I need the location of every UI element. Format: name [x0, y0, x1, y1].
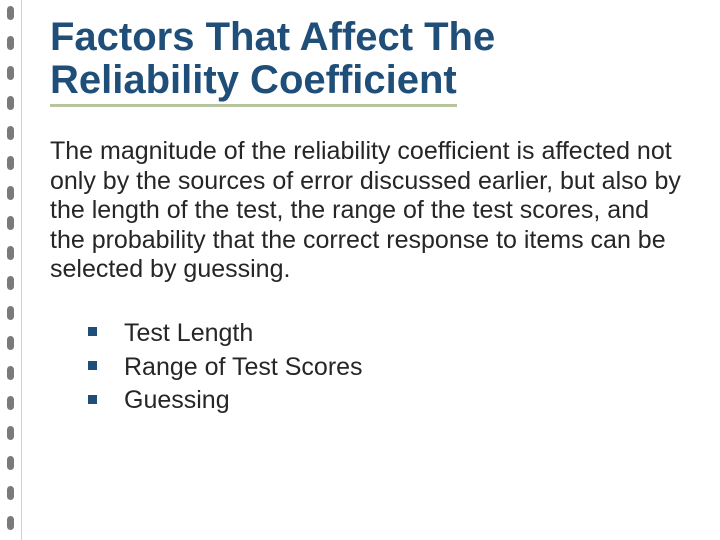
notebook-hole	[7, 96, 14, 110]
notebook-hole	[7, 276, 14, 290]
bullet-list: Test Length Range of Test Scores Guessing	[50, 317, 690, 418]
notebook-spiral-edge	[0, 0, 22, 540]
bullet-label: Range of Test Scores	[124, 353, 363, 381]
notebook-hole	[7, 516, 14, 530]
bullet-item: Range of Test Scores	[88, 351, 690, 385]
slide-title: Factors That Affect TheReliability Coeff…	[50, 16, 690, 107]
square-bullet-icon	[88, 327, 97, 336]
square-bullet-icon	[88, 395, 97, 404]
notebook-hole	[7, 156, 14, 170]
body-paragraph: The magnitude of the reliability coeffic…	[50, 137, 690, 285]
notebook-hole	[7, 66, 14, 80]
notebook-hole	[7, 396, 14, 410]
notebook-hole	[7, 186, 14, 200]
notebook-hole	[7, 486, 14, 500]
square-bullet-icon	[88, 361, 97, 370]
notebook-hole	[7, 216, 14, 230]
notebook-hole	[7, 426, 14, 440]
notebook-hole	[7, 246, 14, 260]
notebook-hole	[7, 366, 14, 380]
notebook-hole	[7, 456, 14, 470]
title-line: Reliability Coefficient	[50, 59, 457, 107]
notebook-hole	[7, 36, 14, 50]
slide-content: Factors That Affect TheReliability Coeff…	[50, 16, 690, 418]
notebook-hole	[7, 6, 14, 20]
bullet-item: Test Length	[88, 317, 690, 351]
notebook-hole	[7, 336, 14, 350]
bullet-label: Guessing	[124, 386, 230, 414]
bullet-item: Guessing	[88, 384, 690, 418]
notebook-hole	[7, 306, 14, 320]
notebook-hole	[7, 126, 14, 140]
bullet-label: Test Length	[124, 319, 253, 347]
title-line: Factors That Affect The	[50, 15, 495, 59]
